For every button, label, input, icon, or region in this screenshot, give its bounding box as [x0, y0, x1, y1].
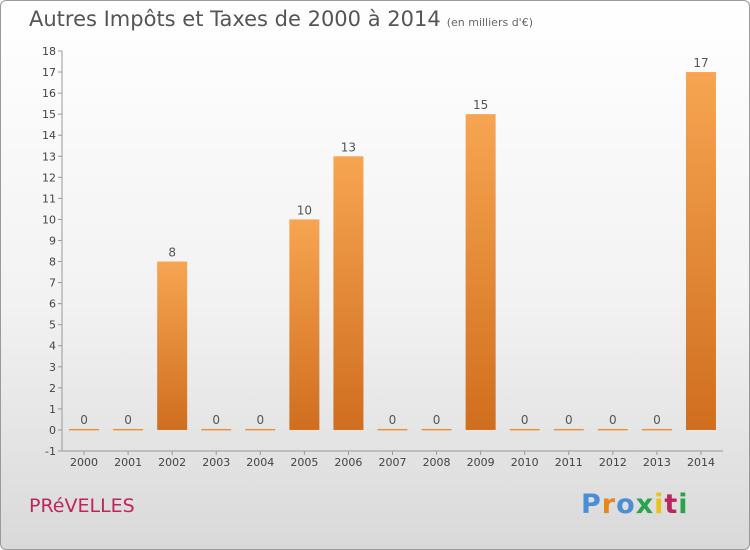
y-tick-label: 12 [42, 171, 56, 184]
y-tick-label: 5 [49, 319, 56, 332]
y-tick-label: 0 [49, 424, 56, 437]
bar-2009 [465, 114, 496, 430]
data-label-2003: 0 [212, 413, 220, 427]
y-tick-label: 16 [42, 87, 56, 100]
logo-letter: t [664, 489, 679, 520]
x-tick-label: 2000 [70, 456, 98, 469]
x-tick-label: 2009 [467, 456, 495, 469]
y-tick-label: 2 [49, 382, 56, 395]
data-label-2004: 0 [256, 413, 264, 427]
y-tick-label: 11 [42, 192, 56, 205]
commune-name: PRéVELLES [29, 495, 135, 517]
bar-2000 [69, 428, 100, 431]
bar-2006 [333, 156, 364, 430]
data-label-2000: 0 [80, 413, 88, 427]
bar-2007 [377, 428, 408, 431]
y-tick-label: 1 [49, 403, 56, 416]
x-tick-label: 2010 [511, 456, 539, 469]
data-label-2005: 10 [297, 203, 312, 217]
data-label-2008: 0 [433, 413, 441, 427]
data-label-2007: 0 [389, 413, 397, 427]
y-tick-label: 3 [49, 361, 56, 374]
y-tick-label: 10 [42, 213, 56, 226]
bar-2012 [597, 428, 628, 431]
logo-letter: r [601, 489, 617, 520]
logo-letter: i [678, 489, 689, 520]
data-label-2011: 0 [565, 413, 573, 427]
chart-unit: (en milliers d'€) [446, 16, 533, 29]
bar-2013 [641, 428, 672, 431]
logo-letter: x [635, 489, 655, 520]
data-label-2009: 15 [473, 98, 488, 112]
y-tick-label: 17 [42, 66, 56, 79]
x-tick-label: 2012 [599, 456, 627, 469]
data-label-2013: 0 [653, 413, 661, 427]
data-label-2012: 0 [609, 413, 617, 427]
y-tick-label: 6 [49, 298, 56, 311]
data-label-2002: 8 [168, 246, 176, 260]
data-label-2006: 13 [341, 140, 356, 154]
bar-2008 [421, 428, 452, 431]
y-tick-label: 18 [42, 45, 56, 58]
x-tick-label: 2003 [202, 456, 230, 469]
y-tick-label: 13 [42, 150, 56, 163]
data-label-2001: 0 [124, 413, 132, 427]
bar-2010 [509, 428, 540, 431]
y-tick-label: -1 [45, 445, 56, 458]
x-tick-label: 2002 [158, 456, 186, 469]
bar-2001 [113, 428, 144, 431]
y-tick-label: 4 [49, 340, 56, 353]
chart-title: Autres Impôts et Taxes de 2000 à 2014 (en… [29, 7, 533, 31]
logo-letter: i [654, 489, 665, 520]
data-label-2010: 0 [521, 413, 529, 427]
x-tick-label: 2013 [643, 456, 671, 469]
proxiti-logo: Proxiti [581, 489, 689, 520]
y-tick-label: 9 [49, 234, 56, 247]
logo-letter: o [616, 489, 636, 520]
x-tick-label: 2011 [555, 456, 583, 469]
y-tick-label: 15 [42, 108, 56, 121]
x-tick-label: 2006 [334, 456, 362, 469]
x-tick-label: 2008 [423, 456, 451, 469]
bar-2014 [685, 72, 716, 430]
logo-letter: P [581, 489, 602, 520]
x-tick-label: 2005 [290, 456, 318, 469]
y-tick-label: 8 [49, 256, 56, 269]
x-tick-label: 2001 [114, 456, 142, 469]
x-tick-label: 2014 [687, 456, 715, 469]
bar-2003 [201, 428, 232, 431]
y-tick-label: 7 [49, 277, 56, 290]
data-label-2014: 17 [693, 56, 708, 70]
bar-2004 [245, 428, 276, 431]
bar-2005 [289, 219, 320, 430]
chart-title-text: Autres Impôts et Taxes de 2000 à 2014 [29, 7, 441, 31]
y-tick-label: 14 [42, 129, 56, 142]
x-tick-label: 2007 [379, 456, 407, 469]
bar-2002 [157, 261, 188, 430]
bar-2011 [553, 428, 584, 431]
x-tick-label: 2004 [246, 456, 274, 469]
